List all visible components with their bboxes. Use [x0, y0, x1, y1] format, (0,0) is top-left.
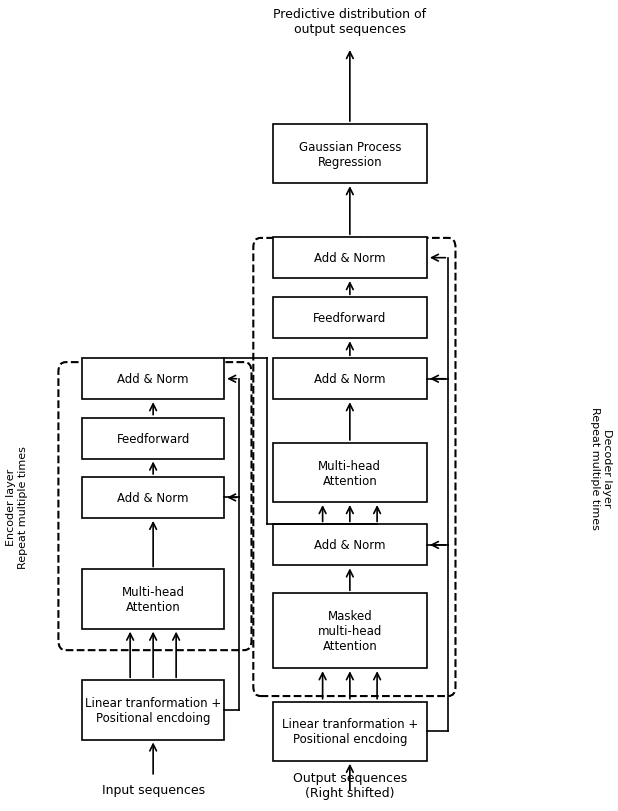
Text: Add & Norm: Add & Norm: [117, 491, 189, 504]
FancyBboxPatch shape: [82, 358, 224, 400]
FancyBboxPatch shape: [82, 680, 224, 740]
Text: Feedforward: Feedforward: [313, 312, 386, 325]
Text: Encoder layer
Repeat multiple times: Encoder layer Repeat multiple times: [6, 445, 28, 568]
Text: Feedforward: Feedforward: [116, 432, 190, 445]
FancyBboxPatch shape: [273, 594, 427, 668]
FancyBboxPatch shape: [273, 702, 427, 761]
Text: Add & Norm: Add & Norm: [314, 373, 386, 386]
FancyBboxPatch shape: [273, 444, 427, 503]
Text: Input sequences: Input sequences: [101, 783, 205, 796]
Text: Linear tranformation +
Positional encdoing: Linear tranformation + Positional encdoi…: [85, 696, 221, 724]
Text: Multi-head
Attention: Multi-head Attention: [318, 459, 381, 487]
Text: Predictive distribution of
output sequences: Predictive distribution of output sequen…: [273, 8, 426, 36]
FancyBboxPatch shape: [273, 238, 427, 279]
Text: Gaussian Process
Regression: Gaussian Process Regression: [298, 140, 401, 169]
Text: Decoder layer
Repeat multiple times: Decoder layer Repeat multiple times: [590, 406, 612, 529]
FancyBboxPatch shape: [82, 418, 224, 459]
Text: Add & Norm: Add & Norm: [314, 252, 386, 265]
Text: Linear tranformation +
Positional encdoing: Linear tranformation + Positional encdoi…: [282, 718, 418, 745]
Text: Add & Norm: Add & Norm: [117, 373, 189, 386]
Text: Multi-head
Attention: Multi-head Attention: [122, 586, 185, 613]
Text: Masked
multi-head
Attention: Masked multi-head Attention: [318, 610, 382, 653]
Text: Output sequences
(Right shifted): Output sequences (Right shifted): [293, 771, 407, 799]
Text: Add & Norm: Add & Norm: [314, 539, 386, 551]
FancyBboxPatch shape: [273, 125, 427, 184]
FancyBboxPatch shape: [273, 525, 427, 566]
FancyBboxPatch shape: [82, 570, 224, 629]
FancyBboxPatch shape: [82, 478, 224, 518]
FancyBboxPatch shape: [273, 298, 427, 339]
FancyBboxPatch shape: [273, 358, 427, 400]
